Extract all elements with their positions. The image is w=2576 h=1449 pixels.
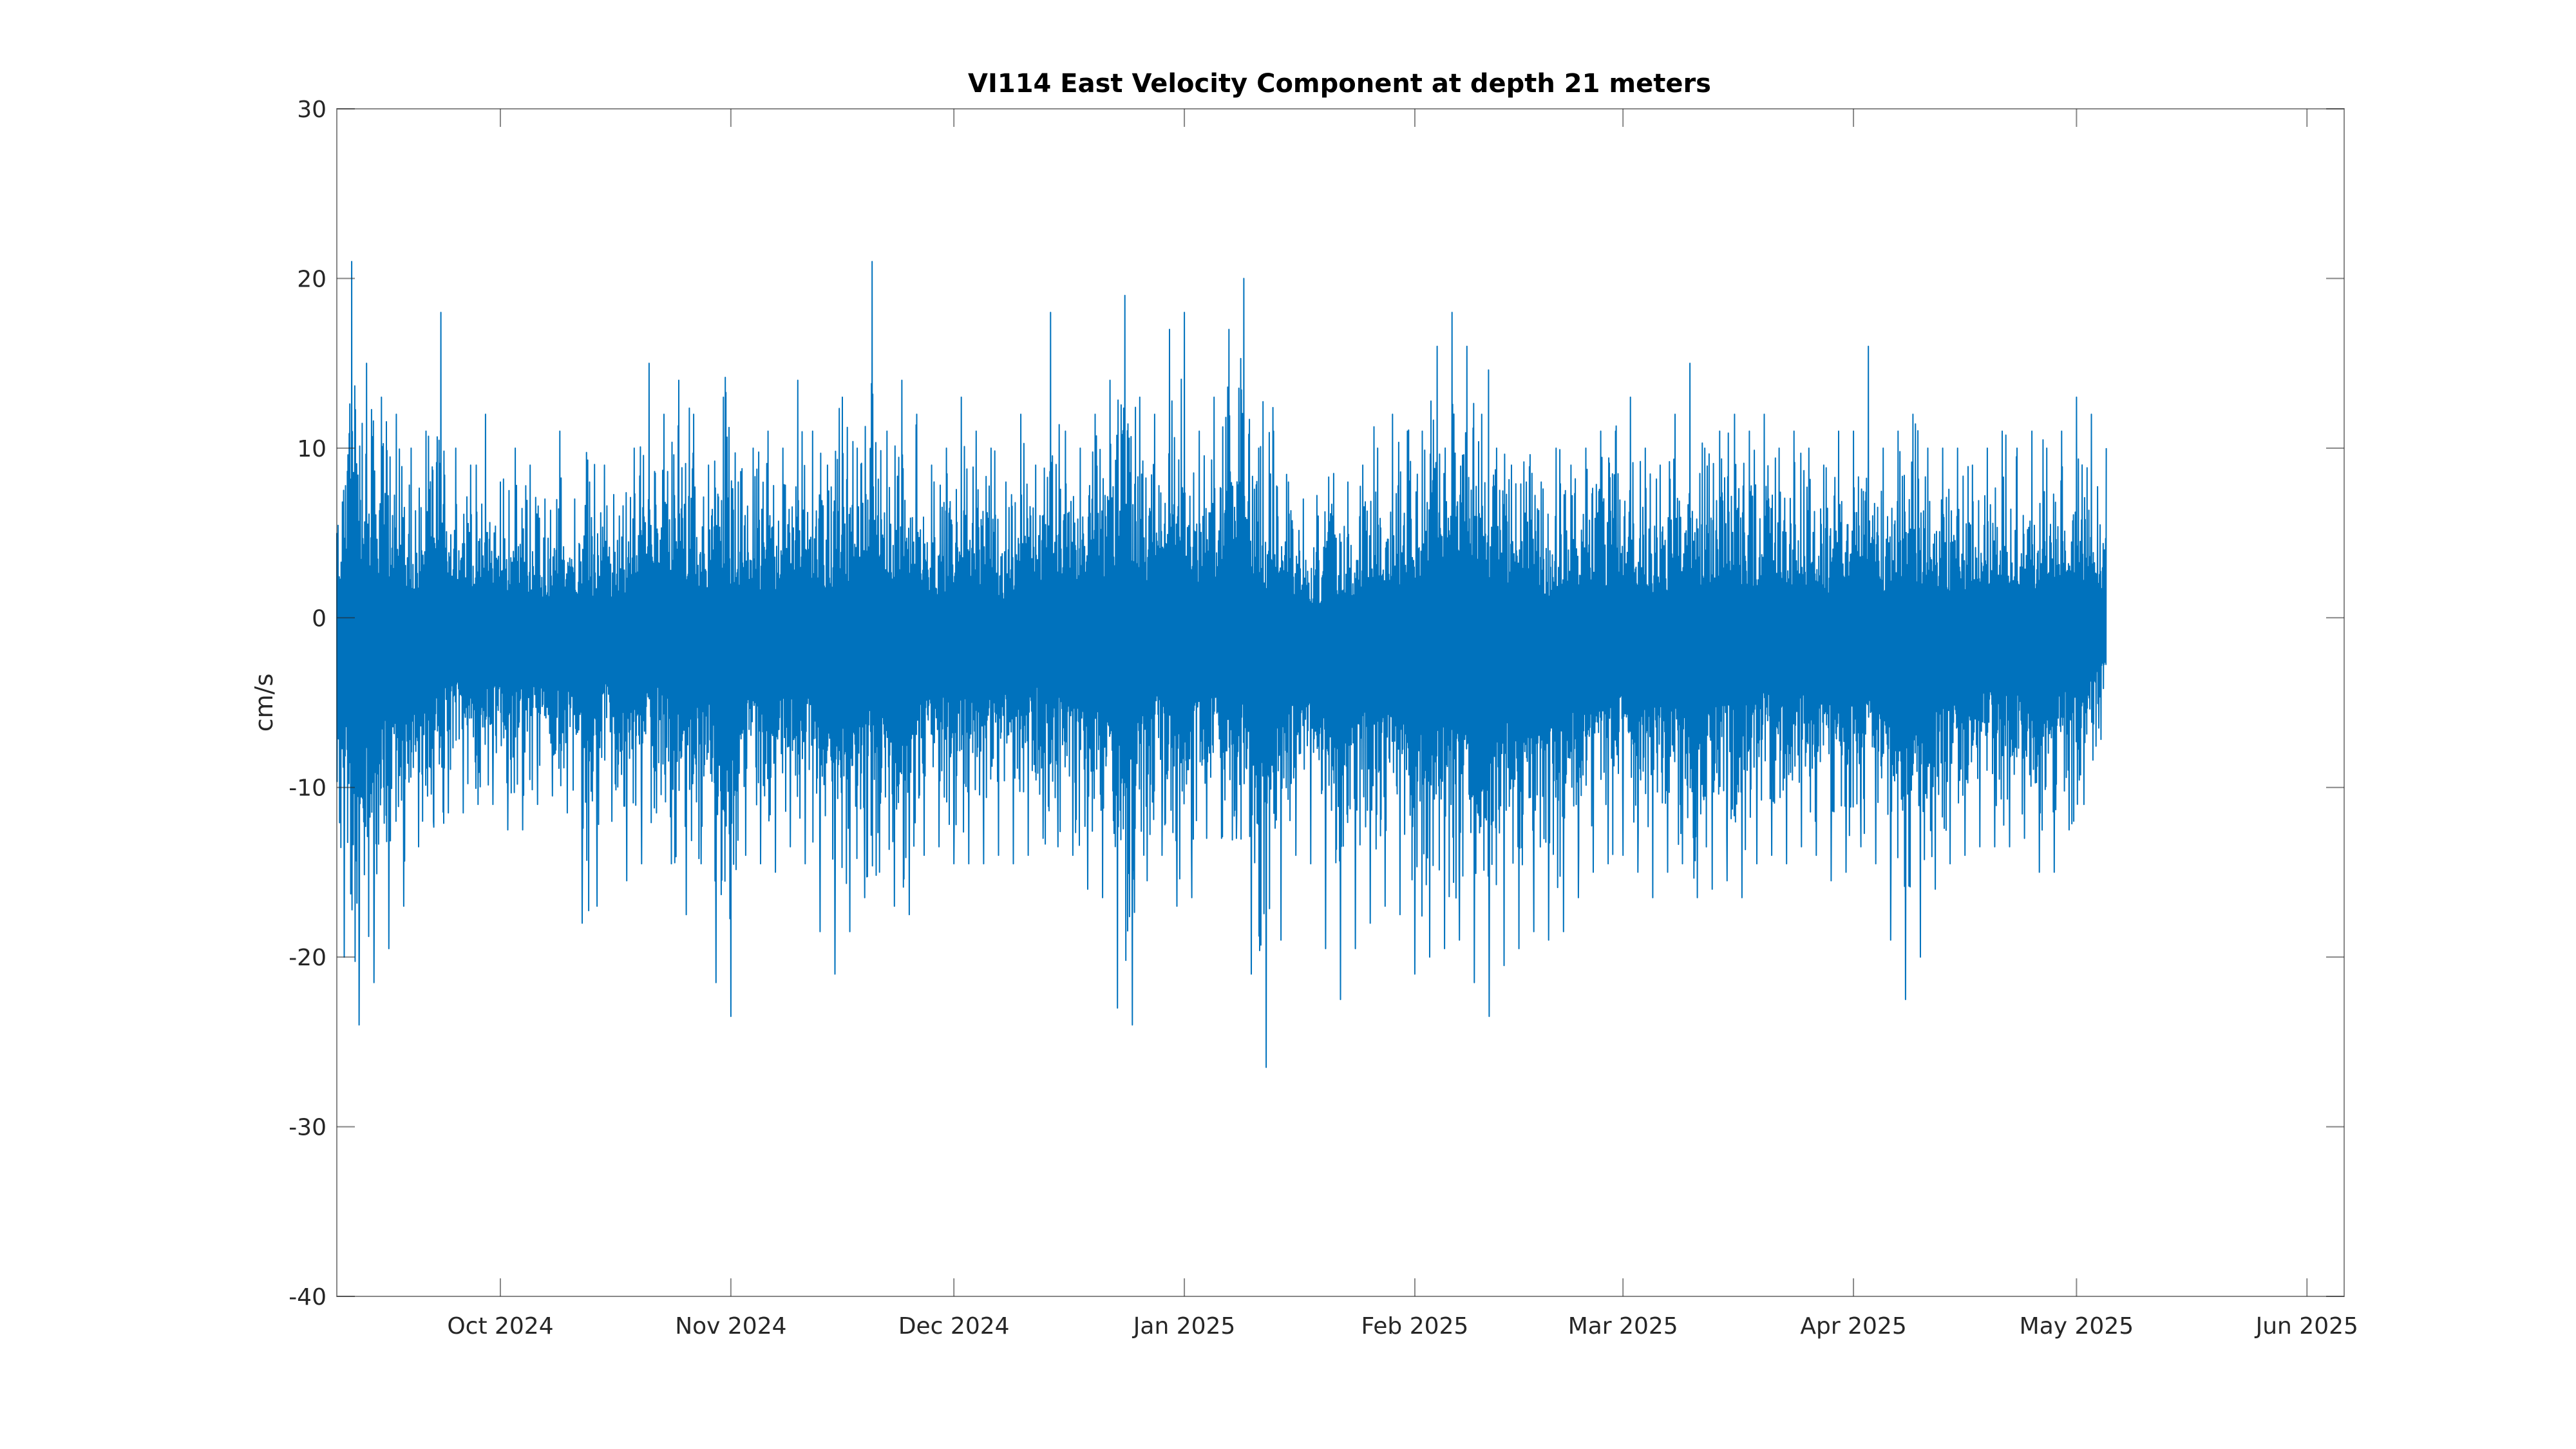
series-line-east-velocity xyxy=(336,261,2107,1068)
y-tick-label: -40 xyxy=(289,1284,327,1311)
y-tick-label: -10 xyxy=(289,775,327,802)
x-tick-label: Mar 2025 xyxy=(1568,1313,1678,1340)
y-tick-label: 30 xyxy=(297,97,327,123)
x-tick-label: Jun 2025 xyxy=(2255,1313,2358,1340)
x-tick-label: May 2025 xyxy=(2020,1313,2134,1340)
plot-box xyxy=(336,108,2345,1297)
x-tick-label: Nov 2024 xyxy=(675,1313,786,1340)
x-tick-label: Feb 2025 xyxy=(1361,1313,1469,1340)
x-tick-label: Oct 2024 xyxy=(447,1313,553,1340)
series-layer xyxy=(336,261,2107,1068)
y-axis-label: cm/s xyxy=(250,674,278,732)
x-tick-label: Apr 2025 xyxy=(1800,1313,1906,1340)
y-tick-label: 10 xyxy=(297,436,327,462)
y-tick-label: -30 xyxy=(289,1115,327,1141)
chart-title: VI114 East Velocity Component at depth 2… xyxy=(968,69,1711,99)
x-tick-label: Dec 2024 xyxy=(898,1313,1010,1340)
ticks-layer: -40 -30 -20 -10 0 10 20 30 Oct 2024 Nov 2024 Dec 2… xyxy=(289,97,2358,1340)
x-tick-label: Jan 2025 xyxy=(1132,1313,1236,1340)
y-tick-label: -20 xyxy=(289,945,327,971)
y-tick-label: 0 xyxy=(312,605,327,632)
y-tick-label: 20 xyxy=(297,266,327,292)
